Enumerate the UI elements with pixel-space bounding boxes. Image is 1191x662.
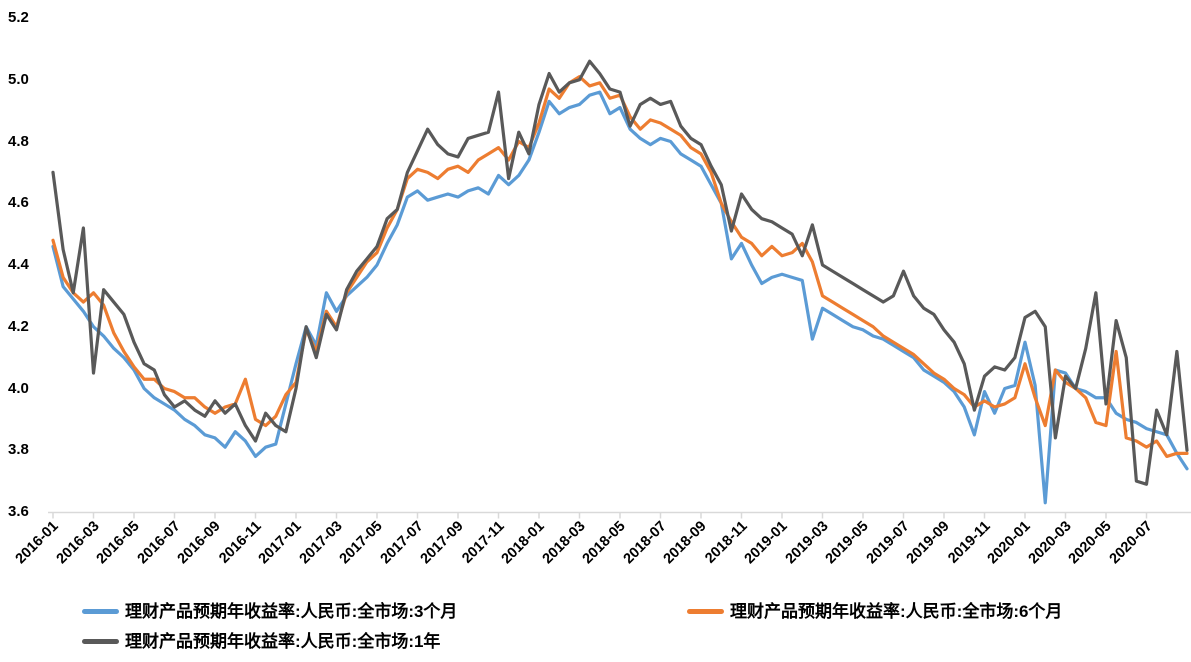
y-tick-label: 5.2 bbox=[8, 9, 29, 26]
legend-label-3m: 理财产品预期年收益率:人民币:全市场:3个月 bbox=[125, 602, 458, 621]
series-line-3m bbox=[51, 90, 1189, 505]
y-tick-label: 4.2 bbox=[8, 317, 29, 335]
legend-swatch-1y-icon bbox=[82, 639, 119, 644]
legend-swatch-6m-icon bbox=[687, 609, 724, 614]
legend-swatch-3m-icon bbox=[82, 609, 119, 614]
legend-item-6m: 理财产品预期年收益率:人民币:全市场:6个月 bbox=[687, 601, 1062, 622]
legend-label-6m: 理财产品预期年收益率:人民币:全市场:6个月 bbox=[730, 602, 1063, 621]
legend-label-1y: 理财产品预期年收益率:人民币:全市场:1年 bbox=[125, 632, 441, 651]
y-tick-label: 4.4 bbox=[8, 256, 29, 273]
y-tick-label: 4.8 bbox=[8, 132, 29, 150]
legend-item-1y: 理财产品预期年收益率:人民币:全市场:1年 bbox=[82, 631, 440, 652]
series-line-1y bbox=[51, 59, 1189, 486]
y-tick-label: 4.6 bbox=[8, 194, 29, 212]
y-tick-label: 4.0 bbox=[8, 379, 29, 397]
y-tick-label: 5.0 bbox=[8, 70, 29, 88]
y-tick-label: 3.6 bbox=[8, 503, 29, 520]
series-line-6m bbox=[51, 75, 1189, 459]
y-tick-label: 3.8 bbox=[8, 441, 29, 459]
legend-item-3m: 理财产品预期年收益率:人民币:全市场:3个月 bbox=[82, 601, 457, 622]
